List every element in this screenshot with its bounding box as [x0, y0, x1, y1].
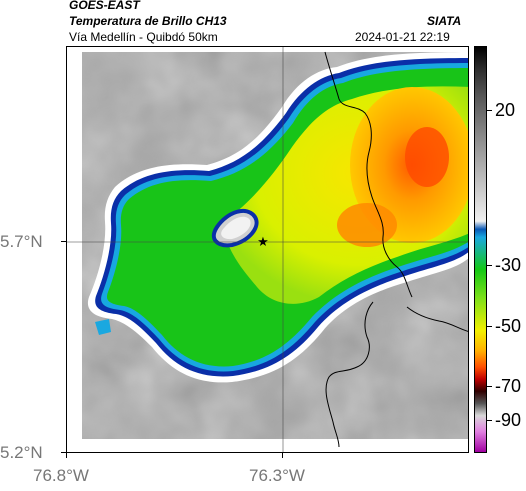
colorbar-tick — [487, 265, 492, 266]
border-line-north — [324, 51, 413, 298]
map-padding-left — [67, 47, 82, 452]
cloud-cyan-patch — [95, 319, 111, 335]
lon-label: 76.3°W — [249, 466, 305, 485]
lat-label: 5.2°N — [0, 443, 43, 462]
border-line-south — [325, 301, 374, 448]
colorbar-tick — [487, 110, 492, 111]
colorbar-label: -50 — [495, 316, 522, 336]
colorbar-label: -90 — [495, 410, 522, 430]
product-title: Temperatura de Brillo CH13 — [69, 14, 227, 28]
star-icon: ★ — [257, 235, 269, 250]
border-line-east — [406, 306, 468, 332]
lon-tick — [66, 453, 67, 458]
lon-tick — [282, 453, 283, 458]
colorbar-label: 20 — [495, 100, 516, 120]
lat-tick — [61, 241, 66, 242]
satellite-map: ★ — [66, 46, 469, 453]
map-padding-bottom — [67, 439, 468, 452]
map-svg: ★ — [67, 47, 468, 452]
region-label: Vía Medellín - Quibdó 50km — [69, 30, 218, 44]
datetime-label: 2024-01-21 22:19 — [355, 30, 450, 44]
agency-label: SIATA — [427, 14, 462, 28]
lat-tick — [61, 452, 66, 453]
lat-label: 5.7°N — [0, 232, 43, 251]
colorbar-label: -30 — [495, 255, 522, 275]
temperature-colorbar — [474, 46, 487, 453]
satellite-title: GOES-EAST — [69, 0, 140, 12]
colorbar-tick — [487, 420, 492, 421]
lon-label: 76.8°W — [33, 466, 89, 485]
colorbar-tick — [487, 326, 492, 327]
colorbar-label: -70 — [495, 376, 522, 396]
colorbar-tick — [487, 386, 492, 387]
